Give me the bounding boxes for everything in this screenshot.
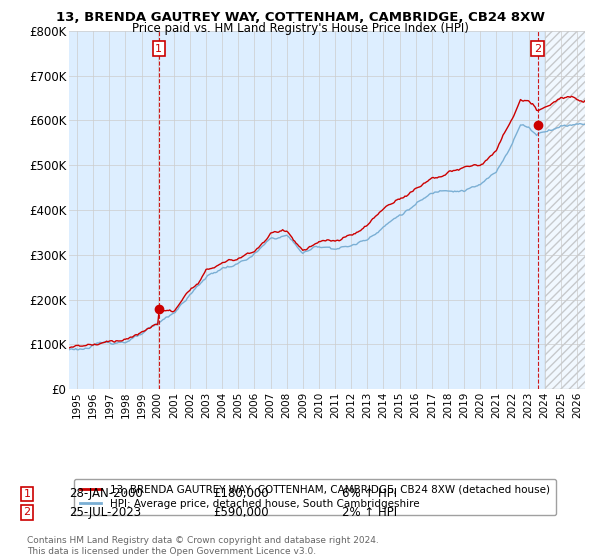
Legend: 13, BRENDA GAUTREY WAY, COTTENHAM, CAMBRIDGE, CB24 8XW (detached house), HPI: Av: 13, BRENDA GAUTREY WAY, COTTENHAM, CAMBR… [74,479,556,515]
Text: 2: 2 [23,507,31,517]
Text: £590,000: £590,000 [213,506,269,519]
Text: 2% ↑ HPI: 2% ↑ HPI [342,506,397,519]
Bar [545,31,600,389]
Text: £180,000: £180,000 [213,487,269,501]
Text: 13, BRENDA GAUTREY WAY, COTTENHAM, CAMBRIDGE, CB24 8XW: 13, BRENDA GAUTREY WAY, COTTENHAM, CAMBR… [56,11,545,24]
Text: Contains HM Land Registry data © Crown copyright and database right 2024.
This d: Contains HM Land Registry data © Crown c… [27,536,379,556]
Text: 28-JAN-2000: 28-JAN-2000 [69,487,143,501]
Text: 25-JUL-2023: 25-JUL-2023 [69,506,141,519]
Text: 6% ↑ HPI: 6% ↑ HPI [342,487,397,501]
Text: Price paid vs. HM Land Registry's House Price Index (HPI): Price paid vs. HM Land Registry's House … [131,22,469,35]
Text: 1: 1 [155,44,163,54]
Text: 2: 2 [534,44,541,54]
Text: 1: 1 [23,489,31,499]
